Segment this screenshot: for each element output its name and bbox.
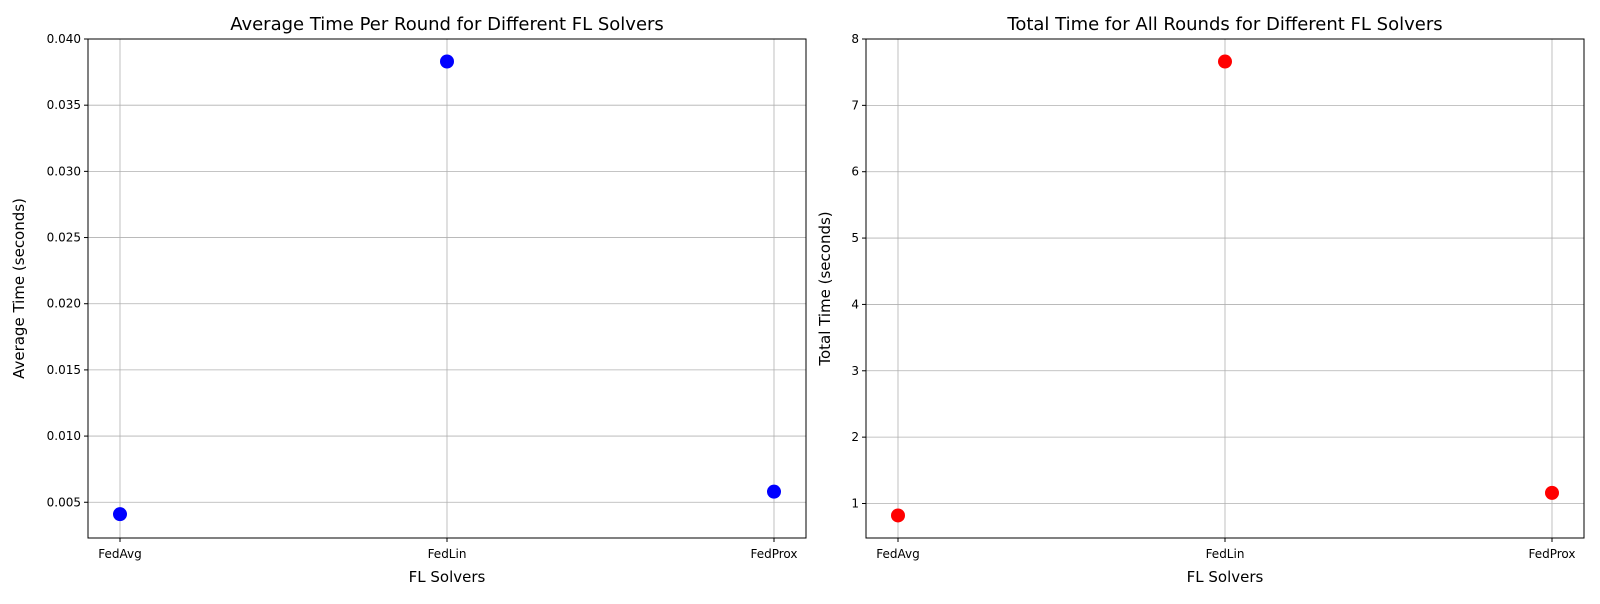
chart-total-time: 1 2 3 4 5 6 7 8 FedAvg FedLin FedProx Total Time fo… [816, 14, 1585, 586]
chart-title-total-time: Total Time for All Rounds for Different … [1006, 14, 1442, 35]
y-tick-label: 0.040 [47, 32, 81, 46]
y-tick-label: 0.015 [47, 363, 81, 377]
x-axis-label: FL Solvers [409, 568, 486, 586]
chart-title-average-time: Average Time Per Round for Different FL … [230, 14, 664, 35]
data-point-fedprox [767, 484, 781, 499]
y-tick-label: 5 [851, 231, 859, 245]
y-tick-label: 3 [851, 364, 859, 378]
y-tick-label: 7 [851, 98, 859, 112]
chart-average-time: 0.005 0.010 0.015 0.020 0.025 0.030 0.035 0.040… [10, 14, 807, 586]
x-axis-label: FL Solvers [1187, 568, 1264, 586]
y-axis-label: Average Time (seconds) [10, 198, 28, 379]
x-tick-label: FedProx [750, 547, 797, 561]
y-tick-label: 0.010 [47, 429, 81, 443]
data-point-fedavg [891, 508, 905, 523]
data-point-fedlin [440, 54, 454, 69]
y-tick-label: 2 [851, 430, 859, 444]
y-tick-label: 0.035 [47, 98, 81, 112]
y-tick-label: 0.005 [47, 495, 81, 509]
x-tick-label: FedLin [428, 547, 467, 561]
x-tick-label: FedLin [1206, 547, 1245, 561]
y-tick-label: 1 [851, 496, 859, 510]
x-tick-label: FedAvg [98, 547, 141, 561]
y-tick-label: 6 [851, 165, 859, 179]
y-tick-label: 0.025 [47, 231, 81, 245]
y-tick-label: 8 [851, 32, 859, 46]
y-tick-label: 4 [851, 297, 859, 311]
y-tick-label: 0.030 [47, 164, 81, 178]
data-point-fedlin [1218, 54, 1232, 69]
y-axis-label: Total Time (seconds) [816, 211, 834, 366]
data-point-fedprox [1545, 485, 1559, 500]
x-tick-label: FedProx [1528, 547, 1575, 561]
x-tick-label: FedAvg [876, 547, 919, 561]
y-tick-label: 0.020 [47, 297, 81, 311]
data-point-fedavg [113, 507, 127, 522]
